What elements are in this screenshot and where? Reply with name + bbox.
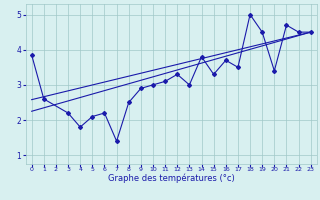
X-axis label: Graphe des températures (°c): Graphe des températures (°c) [108,174,235,183]
